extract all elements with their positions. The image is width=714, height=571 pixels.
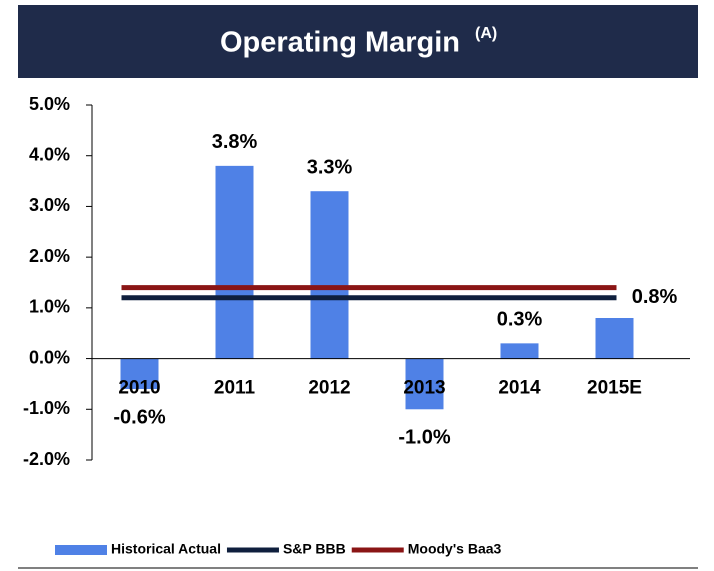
bar: [405, 358, 444, 410]
bar: [500, 343, 539, 359]
y-tick-label: 0.0%: [29, 347, 70, 367]
legend-label: S&P BBB: [283, 541, 346, 557]
chart-title: Operating Margin: [220, 27, 460, 59]
x-tick-label: 2015E: [587, 378, 642, 399]
bar: [215, 165, 254, 359]
y-tick-label: -2.0%: [23, 449, 70, 469]
legend-label: Historical Actual: [111, 541, 221, 557]
legend-swatch: [55, 545, 107, 555]
x-tick-label: 2011: [214, 378, 256, 399]
data-label: -1.0%: [398, 427, 450, 449]
y-tick-label: 4.0%: [29, 144, 70, 164]
bar: [595, 318, 634, 359]
x-tick-label: 2012: [308, 378, 350, 399]
y-tick-label: -1.0%: [23, 398, 70, 418]
bar: [120, 358, 159, 389]
title-band: [18, 5, 698, 78]
legend-label: Moody's Baa3: [408, 541, 502, 557]
x-tick-label: 2010: [118, 378, 160, 399]
bar: [310, 191, 349, 359]
data-label: 3.8%: [212, 131, 258, 153]
data-label: -0.6%: [113, 406, 165, 428]
data-label: 0.3%: [497, 309, 543, 331]
y-tick-label: 3.0%: [29, 195, 70, 215]
x-tick-label: 2014: [498, 378, 541, 399]
y-tick-label: 5.0%: [29, 94, 70, 114]
title-note: (A): [475, 25, 497, 42]
y-tick-label: 1.0%: [29, 297, 70, 317]
data-label: 0.8%: [632, 286, 678, 308]
y-tick-label: 2.0%: [29, 246, 70, 266]
x-tick-label: 2013: [403, 378, 445, 399]
data-label: 3.3%: [307, 156, 353, 178]
